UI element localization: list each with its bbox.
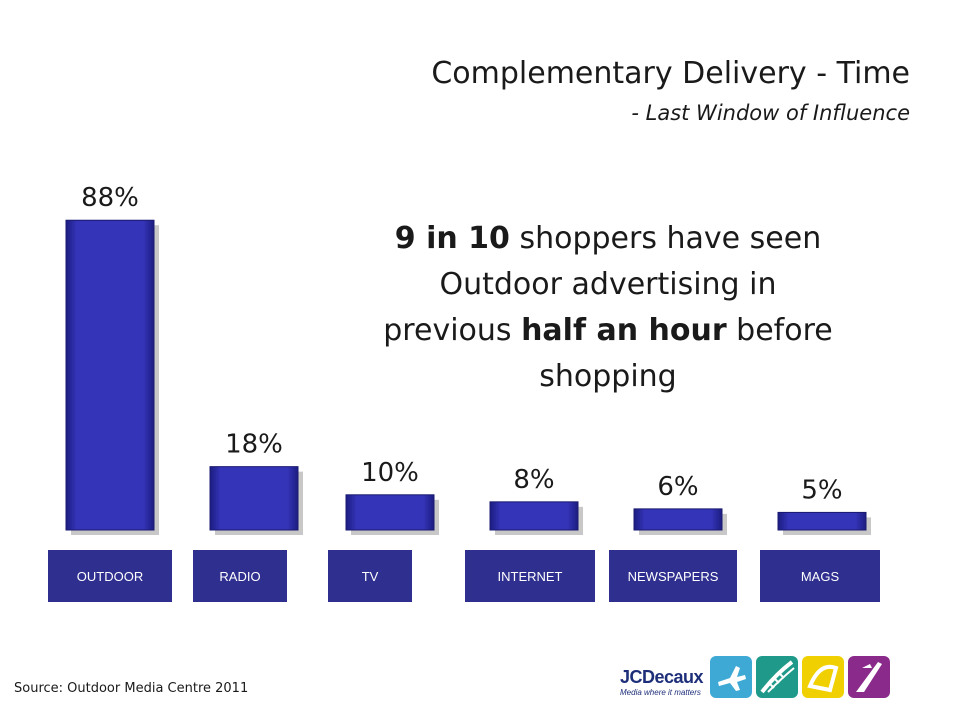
airplane-icon xyxy=(710,656,752,698)
category-label-mags: MAGS xyxy=(760,550,880,602)
logo-tagline: Media where it matters xyxy=(620,688,701,697)
bar-radio xyxy=(209,466,299,531)
category-label-newspapers: NEWSPAPERS xyxy=(609,550,737,602)
source-note: Source: Outdoor Media Centre 2011 xyxy=(14,681,249,696)
category-label-internet: INTERNET xyxy=(465,550,595,602)
data-label-internet: 8% xyxy=(513,465,554,495)
callout-bold-1: 9 in 10 xyxy=(394,221,510,256)
category-label-tv: TV xyxy=(328,550,412,602)
callout-text: 9 in 10 shoppers have seen Outdoor adver… xyxy=(378,216,838,400)
category-label-radio: RADIO xyxy=(193,550,287,602)
rail-icon xyxy=(756,656,798,698)
data-label-mags: 5% xyxy=(801,475,842,505)
callout-text-4: before shopping xyxy=(539,313,833,394)
bar-internet xyxy=(489,501,579,531)
bar-newspapers xyxy=(633,508,723,531)
callout-bold-3: half an hour xyxy=(521,313,727,348)
data-label-outdoor: 88% xyxy=(81,183,139,213)
chart-subtitle: - Last Window of Influence xyxy=(631,101,910,125)
road-icon xyxy=(848,656,890,698)
bar-outdoor xyxy=(65,219,155,531)
data-label-tv: 10% xyxy=(361,458,419,488)
callout-text-2: shoppers have seen Outdoor advertising i… xyxy=(383,221,822,348)
street-icon xyxy=(802,656,844,698)
data-label-newspapers: 6% xyxy=(657,472,698,502)
data-label-radio: 18% xyxy=(225,430,283,460)
bar-mags xyxy=(777,511,867,531)
category-label-outdoor: OUTDOOR xyxy=(48,550,172,602)
logo-wordmark: JCDecaux xyxy=(620,667,704,687)
bar-tv xyxy=(345,494,435,531)
chart-title: Complementary Delivery - Time xyxy=(431,56,910,91)
